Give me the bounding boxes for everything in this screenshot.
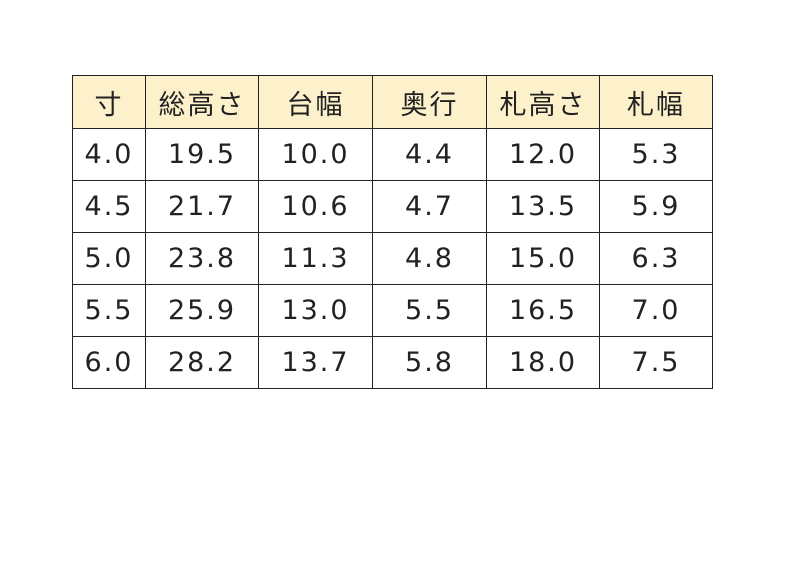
table-cell: 4.5 <box>72 180 146 233</box>
table-cell: 6.3 <box>599 232 713 285</box>
table-row: 5.5 25.9 13.0 5.5 16.5 7.0 <box>72 284 713 337</box>
table-cell: 10.6 <box>258 180 373 233</box>
table-cell: 21.7 <box>145 180 259 233</box>
header-cell: 札高さ <box>486 75 600 129</box>
header-cell: 寸 <box>72 75 146 129</box>
table-cell: 15.0 <box>486 232 600 285</box>
table-cell: 6.0 <box>72 336 146 389</box>
table-cell: 5.5 <box>72 284 146 337</box>
table-cell: 4.8 <box>372 232 487 285</box>
size-table: 寸 総高さ 台幅 奥行 札高さ 札幅 4.0 19.5 10.0 4.4 12.0 5.3… <box>72 75 713 389</box>
table-row: 5.0 23.8 11.3 4.8 15.0 6.3 <box>72 232 713 285</box>
table-cell: 19.5 <box>145 128 259 181</box>
table-cell: 5.8 <box>372 336 487 389</box>
table-cell: 23.8 <box>145 232 259 285</box>
table-row: 4.0 19.5 10.0 4.4 12.0 5.3 <box>72 128 713 181</box>
table-cell: 4.0 <box>72 128 146 181</box>
table-cell: 12.0 <box>486 128 600 181</box>
table-cell: 10.0 <box>258 128 373 181</box>
table-cell: 18.0 <box>486 336 600 389</box>
table-cell: 28.2 <box>145 336 259 389</box>
header-row: 寸 総高さ 台幅 奥行 札高さ 札幅 <box>72 75 713 129</box>
table-cell: 7.0 <box>599 284 713 337</box>
header-cell: 総高さ <box>145 75 259 129</box>
table-cell: 13.5 <box>486 180 600 233</box>
table-cell: 5.3 <box>599 128 713 181</box>
table-cell: 4.7 <box>372 180 487 233</box>
table-cell: 13.0 <box>258 284 373 337</box>
table-cell: 13.7 <box>258 336 373 389</box>
header-cell: 札幅 <box>599 75 713 129</box>
table-cell: 7.5 <box>599 336 713 389</box>
table-cell: 5.0 <box>72 232 146 285</box>
table-cell: 5.9 <box>599 180 713 233</box>
table-cell: 25.9 <box>145 284 259 337</box>
table-cell: 5.5 <box>372 284 487 337</box>
table-row: 4.5 21.7 10.6 4.7 13.5 5.9 <box>72 180 713 233</box>
header-cell: 台幅 <box>258 75 373 129</box>
table-cell: 16.5 <box>486 284 600 337</box>
header-cell: 奥行 <box>372 75 487 129</box>
table-cell: 11.3 <box>258 232 373 285</box>
table-row: 6.0 28.2 13.7 5.8 18.0 7.5 <box>72 336 713 389</box>
table-cell: 4.4 <box>372 128 487 181</box>
